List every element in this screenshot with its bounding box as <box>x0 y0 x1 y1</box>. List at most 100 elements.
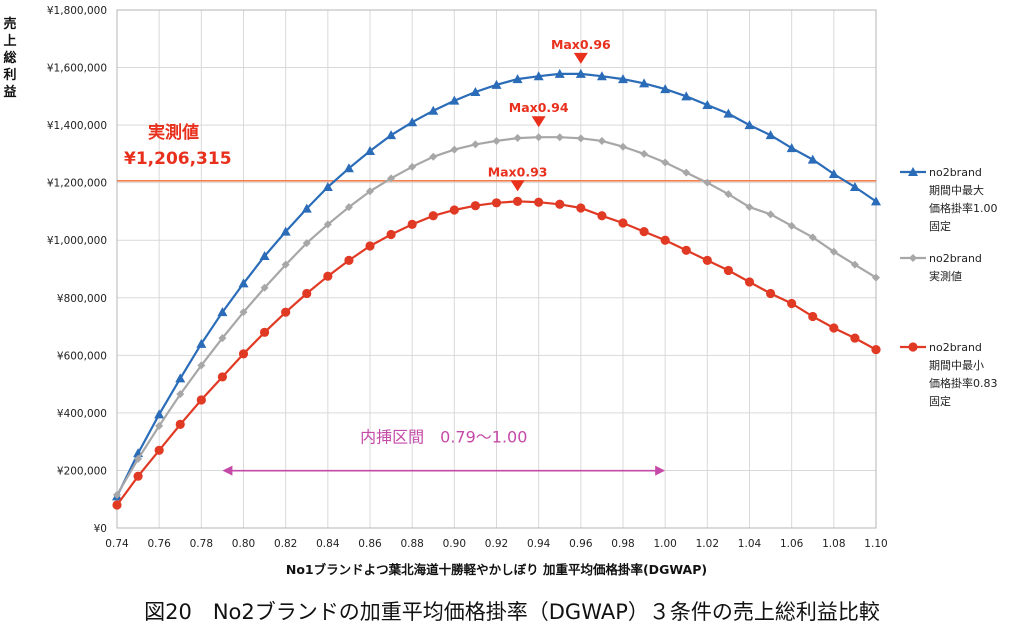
x-tick-label: 0.98 <box>611 538 634 550</box>
data-point <box>197 361 206 370</box>
data-point <box>154 409 165 419</box>
data-point <box>829 247 838 256</box>
data-point <box>280 226 291 236</box>
data-point <box>175 373 186 383</box>
data-point <box>196 395 206 405</box>
data-point <box>386 229 396 240</box>
x-tick-label: 0.88 <box>400 538 423 550</box>
data-point <box>386 130 397 140</box>
data-point <box>301 203 312 213</box>
interpolation-range-label: 内挿区間 0.79～1.00 <box>360 428 527 447</box>
data-point <box>849 181 860 191</box>
y-tick-label: ¥1,200,000 <box>47 178 107 190</box>
data-point <box>113 490 121 499</box>
legend: no2brand期間中最大価格掛率1.00固定no2brand実測値no2bra… <box>900 166 998 408</box>
data-point <box>575 68 586 78</box>
legend-label: 固定 <box>929 394 951 408</box>
data-point <box>239 308 248 317</box>
y-tick-label: ¥400,000 <box>57 408 107 420</box>
data-point <box>723 265 734 276</box>
legend-label: no2brand <box>929 341 982 354</box>
data-point <box>723 108 734 118</box>
data-point <box>618 218 628 228</box>
max-annotation-label: Max0.94 <box>509 100 569 115</box>
y-tick-label: ¥1,600,000 <box>47 63 107 75</box>
data-point <box>238 278 249 288</box>
data-point <box>765 130 776 140</box>
data-point <box>470 201 481 211</box>
data-point <box>512 196 523 206</box>
series-1 <box>112 68 881 501</box>
y-tick-label: ¥1,800,000 <box>47 5 107 17</box>
data-point <box>281 260 290 269</box>
y-tick-label: ¥800,000 <box>57 293 107 305</box>
x-tick-label: 1.04 <box>738 538 762 550</box>
y-tick-label: ¥200,000 <box>57 465 107 477</box>
data-point <box>597 211 607 221</box>
reference-line-group: 実測値 ¥1,206,315 <box>117 122 876 182</box>
data-point <box>555 133 564 142</box>
x-tick-label: 1.00 <box>653 538 676 550</box>
plot-area-border <box>116 9 877 529</box>
y-tick-label: ¥1,000,000 <box>47 235 107 247</box>
data-point <box>449 95 460 105</box>
data-point <box>217 307 228 317</box>
data-point <box>660 235 670 245</box>
data-point <box>134 454 143 463</box>
data-point <box>808 233 817 242</box>
data-point <box>323 271 333 281</box>
data-point <box>491 79 502 89</box>
x-axis-label: No1ブランドよつ葉北海道十勝軽やかしぼり 加重平均価格掛率(DGWAP) <box>286 562 707 577</box>
legend-label: no2brand <box>929 252 982 265</box>
data-point <box>681 245 691 255</box>
data-point <box>112 500 122 510</box>
figure-caption: 図20 No2ブランドの加重平均価格掛率（DGWAP）３条件の売上総利益比較 <box>144 600 880 624</box>
data-point <box>428 105 439 115</box>
legend-label: 期間中最大 <box>929 183 984 197</box>
data-point <box>175 419 185 429</box>
data-point <box>196 338 207 348</box>
data-point <box>766 210 775 219</box>
data-point <box>829 323 839 333</box>
data-point <box>639 78 650 88</box>
data-point <box>429 152 438 161</box>
data-point <box>745 203 754 212</box>
x-tick-label: 0.84 <box>316 538 340 550</box>
data-point <box>302 288 312 299</box>
legend-label: no2brand <box>929 166 982 179</box>
data-point <box>787 298 797 309</box>
x-tick-label: 0.74 <box>105 538 129 550</box>
data-point <box>661 158 670 167</box>
data-point <box>681 91 692 101</box>
grid <box>116 9 877 529</box>
data-point <box>871 196 881 206</box>
data-point <box>618 74 628 84</box>
legend-marker <box>908 167 918 176</box>
x-tick-label: 1.08 <box>822 538 845 550</box>
data-point <box>513 134 522 143</box>
data-point <box>176 390 185 399</box>
data-point <box>828 169 839 179</box>
x-tick-label: 0.92 <box>485 538 508 550</box>
data-point <box>872 273 880 282</box>
x-tick-label: 1.06 <box>780 538 804 550</box>
data-point <box>702 255 712 265</box>
data-point <box>260 283 269 292</box>
legend-label: 実測値 <box>929 269 962 283</box>
x-tick-label: 0.80 <box>232 538 255 550</box>
data-point <box>619 142 627 151</box>
data-point <box>871 344 881 355</box>
data-point <box>449 205 459 215</box>
data-point <box>660 84 671 94</box>
reference-line-value: ¥1,206,315 <box>124 149 232 169</box>
series-3 <box>112 196 881 510</box>
data-point <box>554 68 565 78</box>
legend-label: 期間中最小 <box>929 359 984 372</box>
data-point <box>322 181 333 191</box>
data-point <box>259 251 270 261</box>
data-point <box>597 136 606 145</box>
x-tick-label: 0.78 <box>190 538 213 550</box>
legend-entry-2: no2brand 実測値 <box>900 252 982 283</box>
axes: 0.74 0.76 0.78 0.80 0.82 0.84 0.86 0.88 0.90 0.92… <box>3 5 887 577</box>
